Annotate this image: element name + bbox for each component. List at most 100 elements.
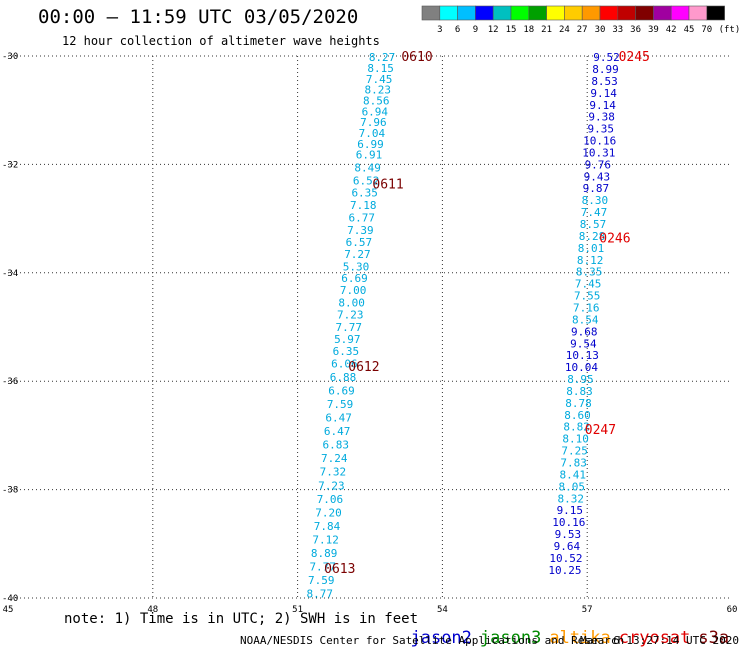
scale-label: 42	[666, 25, 677, 35]
data-point-label: 9.15	[557, 504, 584, 517]
data-point-label: 9.43	[584, 170, 611, 183]
data-point-label: 7.18	[350, 199, 377, 212]
data-point-label: 8.12	[577, 254, 604, 267]
scale-swatch	[528, 5, 547, 21]
data-point-label: 8.82	[563, 421, 590, 434]
footer-credit: NOAA/NESDIS Center for Satellite Applica…	[240, 634, 625, 647]
data-point-label: 8.56	[363, 94, 390, 107]
scale-swatch	[688, 5, 708, 21]
data-point-label: 7.24	[321, 452, 348, 465]
data-point-label: 8.27	[369, 51, 396, 64]
data-point-label: 9.87	[583, 182, 610, 195]
data-point-label: 6.47	[324, 425, 351, 438]
data-point-label: 6.99	[357, 138, 384, 151]
data-point-label: 10.16	[583, 135, 616, 148]
data-point-label: 6.35	[333, 345, 360, 358]
scale-unit: (ft)	[719, 25, 740, 35]
data-point-label: 8.15	[367, 62, 394, 75]
y-tick-label: -36	[2, 377, 18, 387]
data-point-label: 9.52	[593, 51, 620, 64]
data-point-label: 9.14	[589, 99, 616, 112]
data-point-label: 7.00	[340, 284, 367, 297]
data-point-label: 8.77	[307, 588, 334, 601]
data-point-label: 6.88	[330, 371, 357, 384]
data-point-label: 7.06	[317, 493, 344, 506]
data-point-label: 9.14	[590, 87, 617, 100]
x-tick-label: 57	[582, 605, 593, 615]
data-point-label: 7.96	[360, 116, 387, 129]
scale-swatch	[599, 5, 619, 21]
scale-label: 45	[684, 25, 695, 35]
data-point-label: 6.35	[351, 187, 378, 200]
data-point-label: 8.78	[565, 397, 592, 410]
data-point-label: 7.20	[315, 506, 342, 519]
data-point-label: 6.94	[362, 105, 389, 118]
data-point-label: 9.38	[588, 111, 615, 124]
data-point-label: 8.49	[354, 162, 381, 175]
data-point-label: 9.76	[585, 158, 612, 171]
scale-label: 21	[541, 25, 552, 35]
data-point-label: 8.10	[562, 433, 589, 446]
data-point-label: 8.54	[572, 313, 599, 326]
legend-altika: altika	[549, 628, 611, 648]
data-point-label: 7.32	[320, 466, 347, 479]
time-label: 0247	[585, 423, 616, 438]
legend-jason2: jason2	[410, 628, 472, 648]
data-point-label: 10.16	[552, 516, 585, 529]
scale-label: 30	[595, 25, 606, 35]
x-tick-label: 48	[147, 605, 158, 615]
time-label: 0610	[401, 50, 432, 65]
footer-note: note: 1) Time is in UTC; 2) SWH is in fe…	[64, 611, 419, 627]
data-point-label: 8.32	[558, 492, 585, 505]
scale-label: 6	[455, 25, 460, 35]
data-point-label: 8.83	[566, 385, 593, 398]
scale-swatch	[653, 5, 672, 21]
x-tick-label: 45	[3, 605, 14, 615]
data-point-label: 8.95	[567, 373, 594, 386]
data-point-label: 8.23	[364, 84, 391, 97]
x-tick-label: 54	[437, 605, 448, 615]
data-point-label: 9.35	[587, 123, 614, 136]
data-point-label: 8.89	[311, 547, 338, 560]
data-point-label: 8.00	[338, 297, 365, 310]
scale-swatch	[457, 5, 476, 21]
data-point-label: 8.01	[578, 242, 605, 255]
scale-label: 39	[648, 25, 659, 35]
x-tick-label: 51	[292, 605, 303, 615]
data-point-label: 7.39	[347, 224, 374, 237]
data-point-label: 8.41	[559, 468, 586, 481]
data-point-label: 8.60	[564, 409, 591, 422]
scale-swatch	[670, 5, 690, 21]
data-point-label: 7.23	[337, 309, 364, 322]
scale-swatch	[492, 5, 512, 21]
data-point-label: 6.47	[325, 412, 352, 425]
data-point-label: 7.84	[314, 520, 341, 533]
data-point-label: 6.69	[328, 384, 355, 397]
data-point-label: 9.64	[554, 540, 581, 553]
data-point-label: 6.52	[353, 175, 380, 188]
data-point-label: 7.83	[560, 457, 587, 470]
scale-swatch	[564, 5, 583, 21]
data-point-label: 9.53	[555, 528, 582, 541]
data-point-label: 7.77	[336, 321, 363, 334]
data-point-label: 8.57	[580, 218, 607, 231]
scale-swatch	[510, 5, 530, 21]
data-point-label: 8.30	[582, 194, 609, 207]
data-point-label: 7.12	[312, 533, 339, 546]
data-point-label: 7.25	[561, 445, 588, 458]
chart-subtitle: 12 hour collection of altimeter wave hei…	[62, 34, 380, 48]
data-point-label: 5.97	[334, 333, 361, 346]
data-point-label: 9.68	[571, 325, 598, 338]
data-point-label: 8.53	[591, 75, 618, 88]
scale-label: 9	[473, 25, 478, 35]
scale-label: 36	[630, 25, 641, 35]
time-label: 0613	[324, 562, 355, 577]
x-tick-label: 60	[727, 605, 738, 615]
satellite-legend: jason2 jason3 altika cryosat s3a	[390, 608, 737, 648]
data-point-label: 10.13	[566, 349, 599, 362]
legend-cryosat: cryosat	[618, 628, 691, 648]
scale-swatch	[475, 5, 494, 21]
data-point-label: 7.59	[308, 574, 335, 587]
scale-swatch	[635, 5, 654, 21]
